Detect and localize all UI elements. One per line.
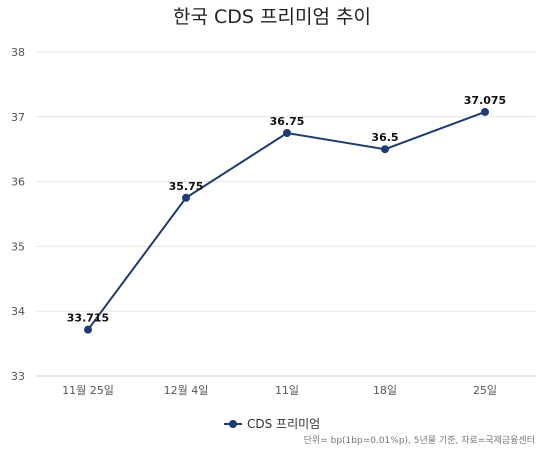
data-labels: 33.715 35.75 36.75 36.5 37.075 [67, 94, 506, 325]
data-label: 36.75 [270, 115, 305, 128]
y-tick-label: 37 [11, 111, 25, 124]
y-tick-label: 34 [11, 305, 25, 318]
x-tick-label: 12월 4일 [164, 383, 209, 397]
series-line [87, 111, 486, 331]
data-label: 36.5 [371, 131, 398, 144]
y-axis-ticks: 33 34 35 36 37 38 [11, 46, 25, 383]
x-axis-ticks: 11월 25일 12월 4일 11일 18일 25일 [62, 383, 497, 397]
x-tick-label: 18일 [373, 383, 397, 397]
data-point [84, 325, 92, 334]
y-tick-label: 38 [11, 46, 25, 59]
legend[interactable]: CDS 프리미엄 [224, 417, 320, 431]
x-tick-label: 11일 [275, 383, 299, 397]
y-tick-label: 33 [11, 370, 25, 383]
data-point [481, 107, 489, 116]
data-label: 35.75 [169, 180, 204, 193]
y-tick-label: 36 [11, 176, 25, 189]
data-label: 33.715 [67, 312, 109, 325]
data-point [182, 193, 190, 202]
x-tick-label: 11월 25일 [62, 383, 114, 397]
data-point [283, 129, 291, 137]
gridlines [36, 51, 535, 377]
x-tick-label: 25일 [473, 383, 497, 397]
y-tick-label: 35 [11, 240, 25, 253]
chart-title: 한국 CDS 프리미엄 추이 [173, 6, 371, 28]
data-label: 37.075 [464, 94, 506, 107]
data-point [381, 145, 389, 154]
legend-marker [229, 420, 237, 428]
legend-label: CDS 프리미엄 [247, 417, 320, 431]
series-cds-premium [84, 107, 489, 334]
footnote: 단위= bp(1bp=0.01%p), 5년물 기준, 자료=국제금융센터 [304, 435, 535, 446]
